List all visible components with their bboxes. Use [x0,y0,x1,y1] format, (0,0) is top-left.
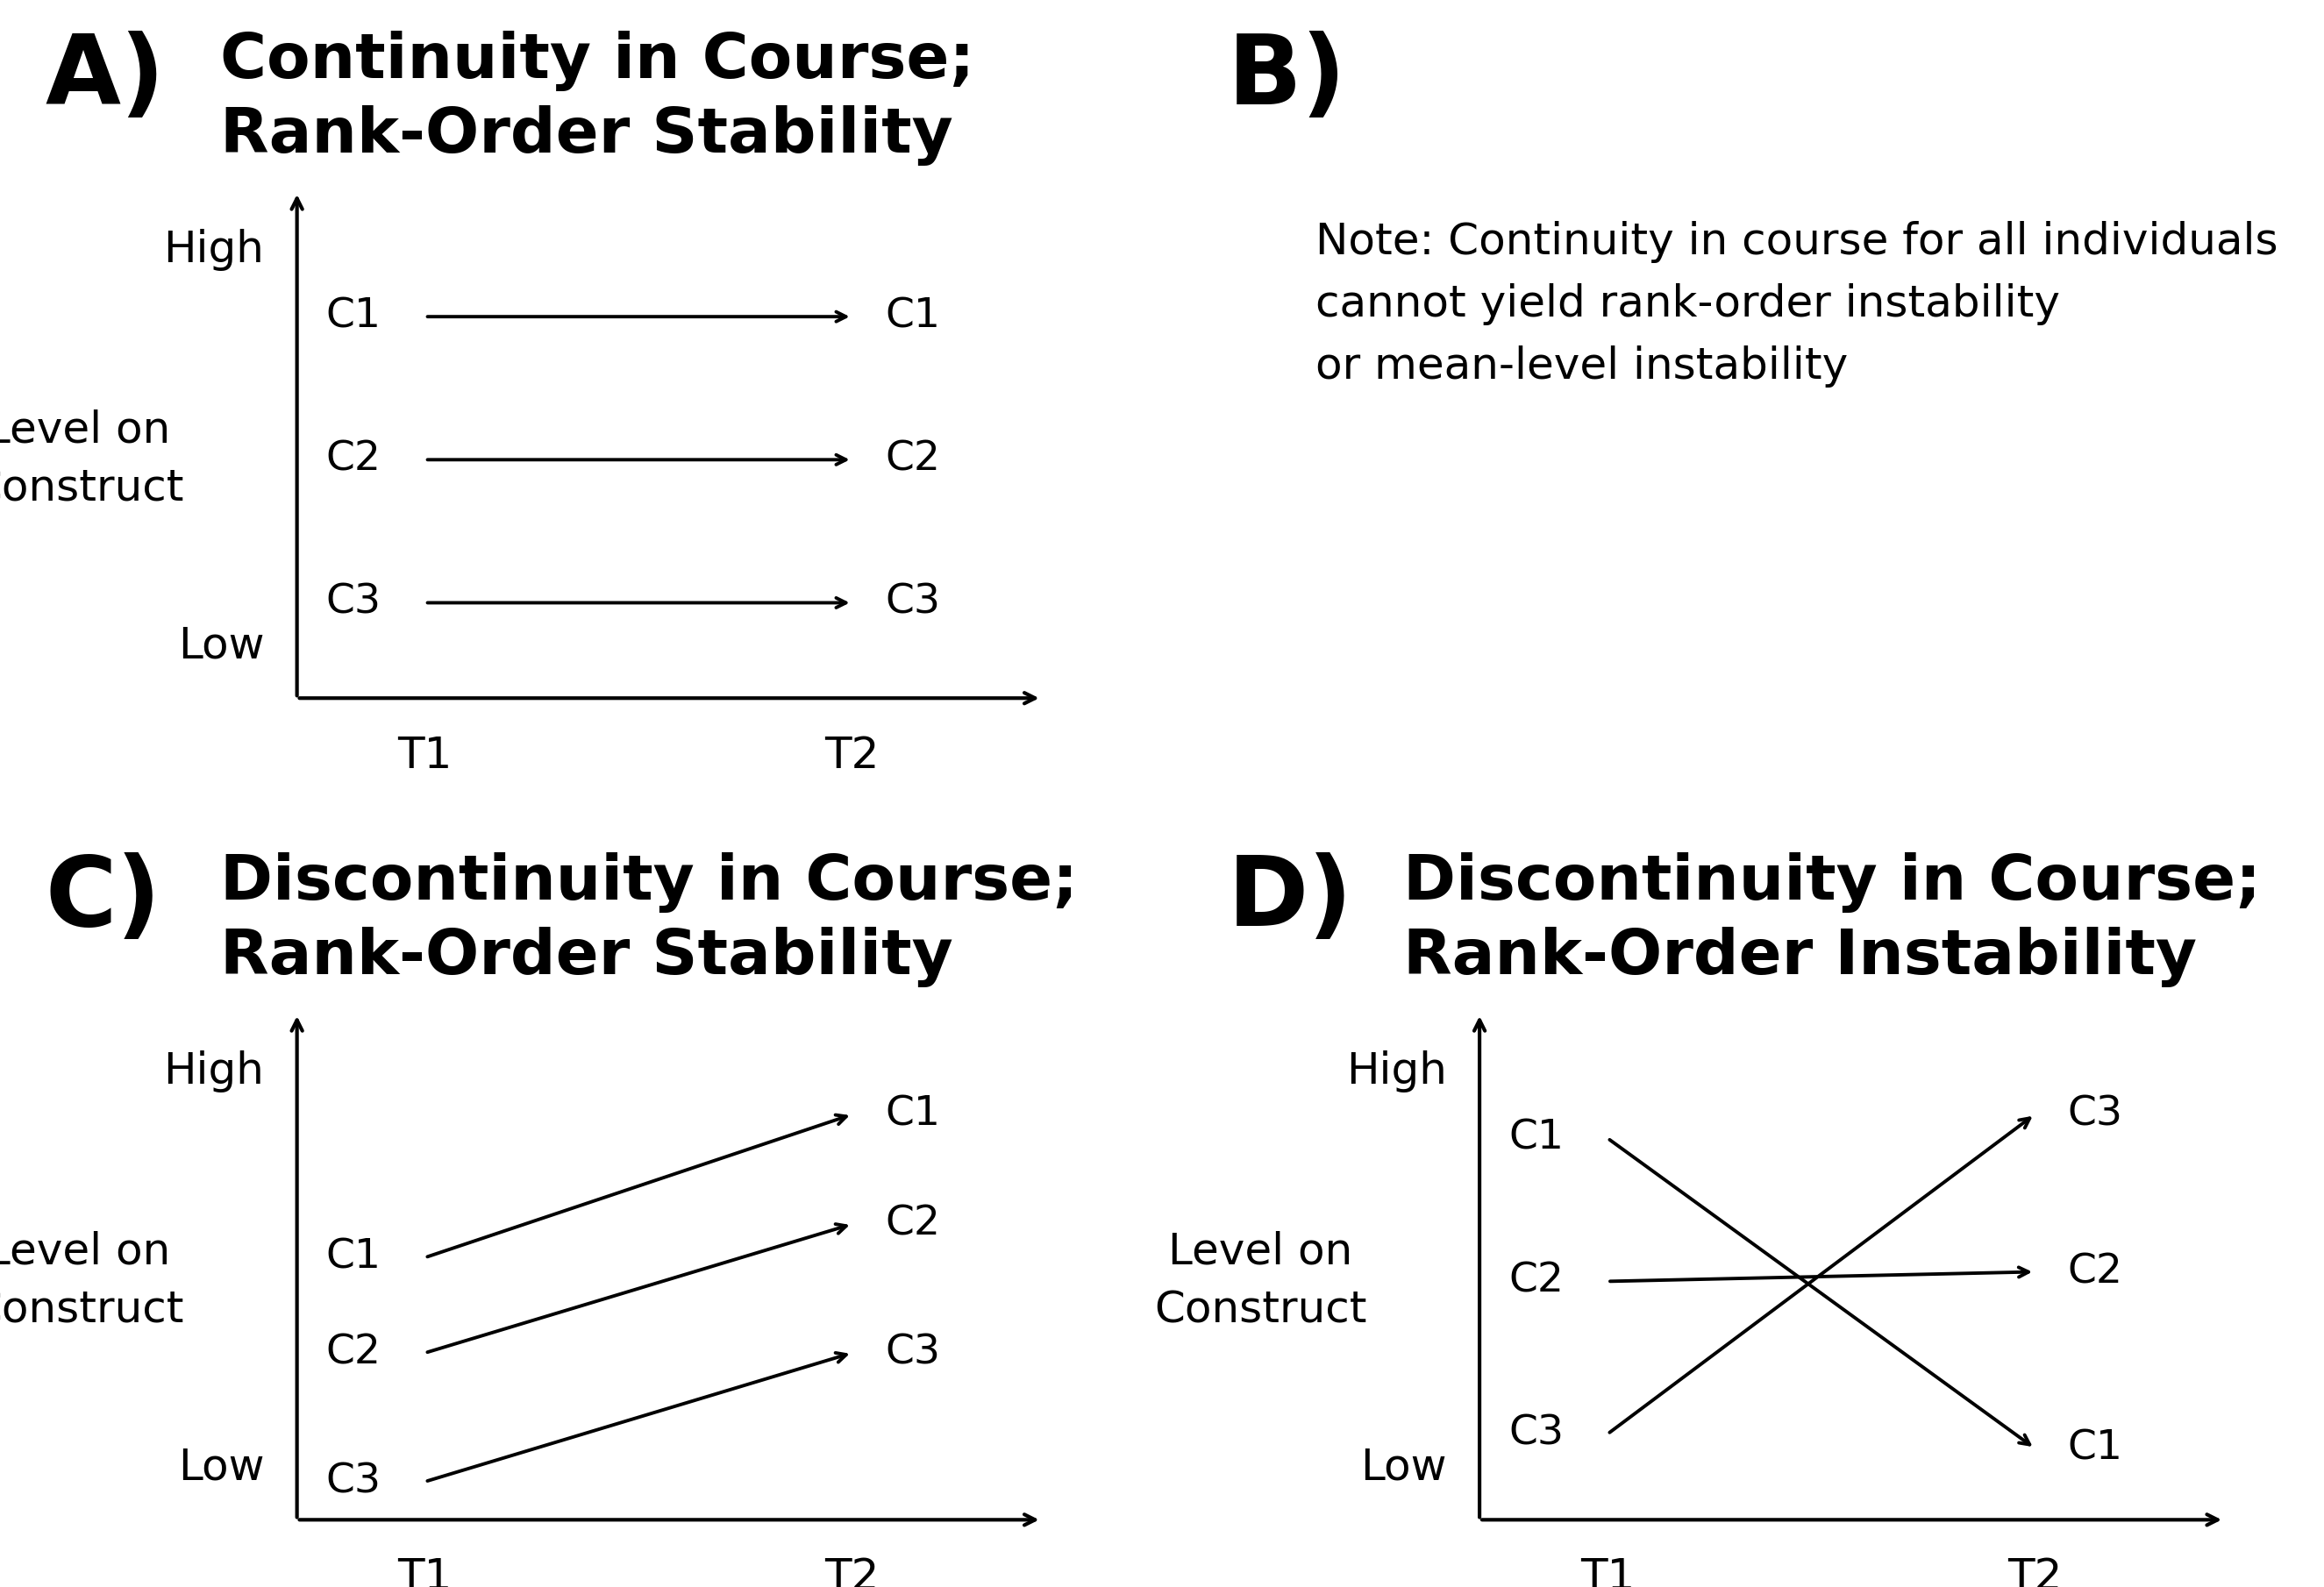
Text: Level on
Construct: Level on Construct [0,1232,184,1331]
Text: Note: Continuity in course for all individuals
cannot yield rank-order instabili: Note: Continuity in course for all indiv… [1315,221,2278,387]
Text: B): B) [1227,30,1346,124]
Text: T2: T2 [825,735,878,778]
Text: C1: C1 [1508,1119,1564,1159]
Text: Continuity in Course;
Rank-Order Stability: Continuity in Course; Rank-Order Stabili… [221,30,974,165]
Text: C2: C2 [1508,1262,1564,1301]
Text: Level on
Construct: Level on Construct [1155,1232,1367,1331]
Text: T1: T1 [397,735,453,778]
Text: C3: C3 [885,582,941,622]
Text: C2: C2 [325,1333,381,1373]
Text: C2: C2 [325,440,381,479]
Text: C): C) [44,852,160,946]
Text: T1: T1 [397,1557,453,1587]
Text: D): D) [1227,852,1353,946]
Text: T2: T2 [2008,1557,2061,1587]
Text: Discontinuity in Course;
Rank-Order Instability: Discontinuity in Course; Rank-Order Inst… [1404,852,2261,987]
Text: C1: C1 [885,1095,941,1135]
Text: C1: C1 [325,1238,381,1278]
Text: C1: C1 [2068,1428,2122,1468]
Text: C2: C2 [885,440,941,479]
Text: C1: C1 [325,297,381,336]
Text: Low: Low [1360,1446,1446,1489]
Text: C3: C3 [885,1333,941,1373]
Text: Level on
Construct: Level on Construct [0,409,184,509]
Text: Low: Low [177,1446,265,1489]
Text: High: High [163,229,265,271]
Text: T1: T1 [1580,1557,1636,1587]
Text: High: High [1346,1051,1446,1092]
Text: C3: C3 [325,582,381,622]
Text: High: High [163,1051,265,1092]
Text: C2: C2 [2068,1252,2122,1292]
Text: Discontinuity in Course;
Rank-Order Stability: Discontinuity in Course; Rank-Order Stab… [221,852,1078,987]
Text: A): A) [44,30,165,124]
Text: C2: C2 [885,1205,941,1244]
Text: C3: C3 [1508,1414,1564,1454]
Text: Low: Low [177,625,265,667]
Text: C1: C1 [885,297,941,336]
Text: C3: C3 [2068,1095,2122,1135]
Text: C3: C3 [325,1462,381,1501]
Text: T2: T2 [825,1557,878,1587]
